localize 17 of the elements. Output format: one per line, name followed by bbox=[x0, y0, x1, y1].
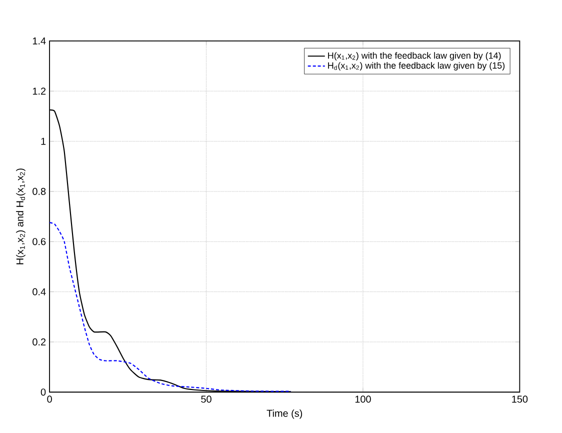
x-tick-label: 150 bbox=[512, 396, 528, 403]
y-tick-label: 1 bbox=[41, 138, 46, 145]
y-tick-label: 0.6 bbox=[32, 238, 46, 246]
y-tick-label: 0.2 bbox=[32, 338, 46, 346]
line-series bbox=[50, 222, 292, 392]
text: H(x$_{1}$,x$_{2}$) and H$_{d}$(x$_{1}$,x$_{2}$) bbox=[16, 168, 26, 264]
y-tick-label: 0.4 bbox=[32, 288, 46, 296]
legend-label: H$_{d}$(x$_{1}$,x$_{2}$) with the feedback law given by (15) bbox=[328, 62, 505, 70]
y-tick-label: 1.4 bbox=[32, 37, 46, 44]
x-axis-title: Time (s) bbox=[266, 409, 302, 419]
x-tick-label: 50 bbox=[201, 396, 212, 403]
y-tick-label: 1.2 bbox=[32, 88, 46, 94]
legend-label: H(x$_{1}$,x$_{2}$) with the feedback law given by (14) bbox=[328, 52, 501, 60]
y-tick-label: 0 bbox=[40, 388, 46, 396]
x-tick-label: 0 bbox=[47, 396, 52, 403]
y-tick-label: 0.8 bbox=[32, 188, 46, 195]
x-tick-label: 100 bbox=[355, 396, 371, 403]
